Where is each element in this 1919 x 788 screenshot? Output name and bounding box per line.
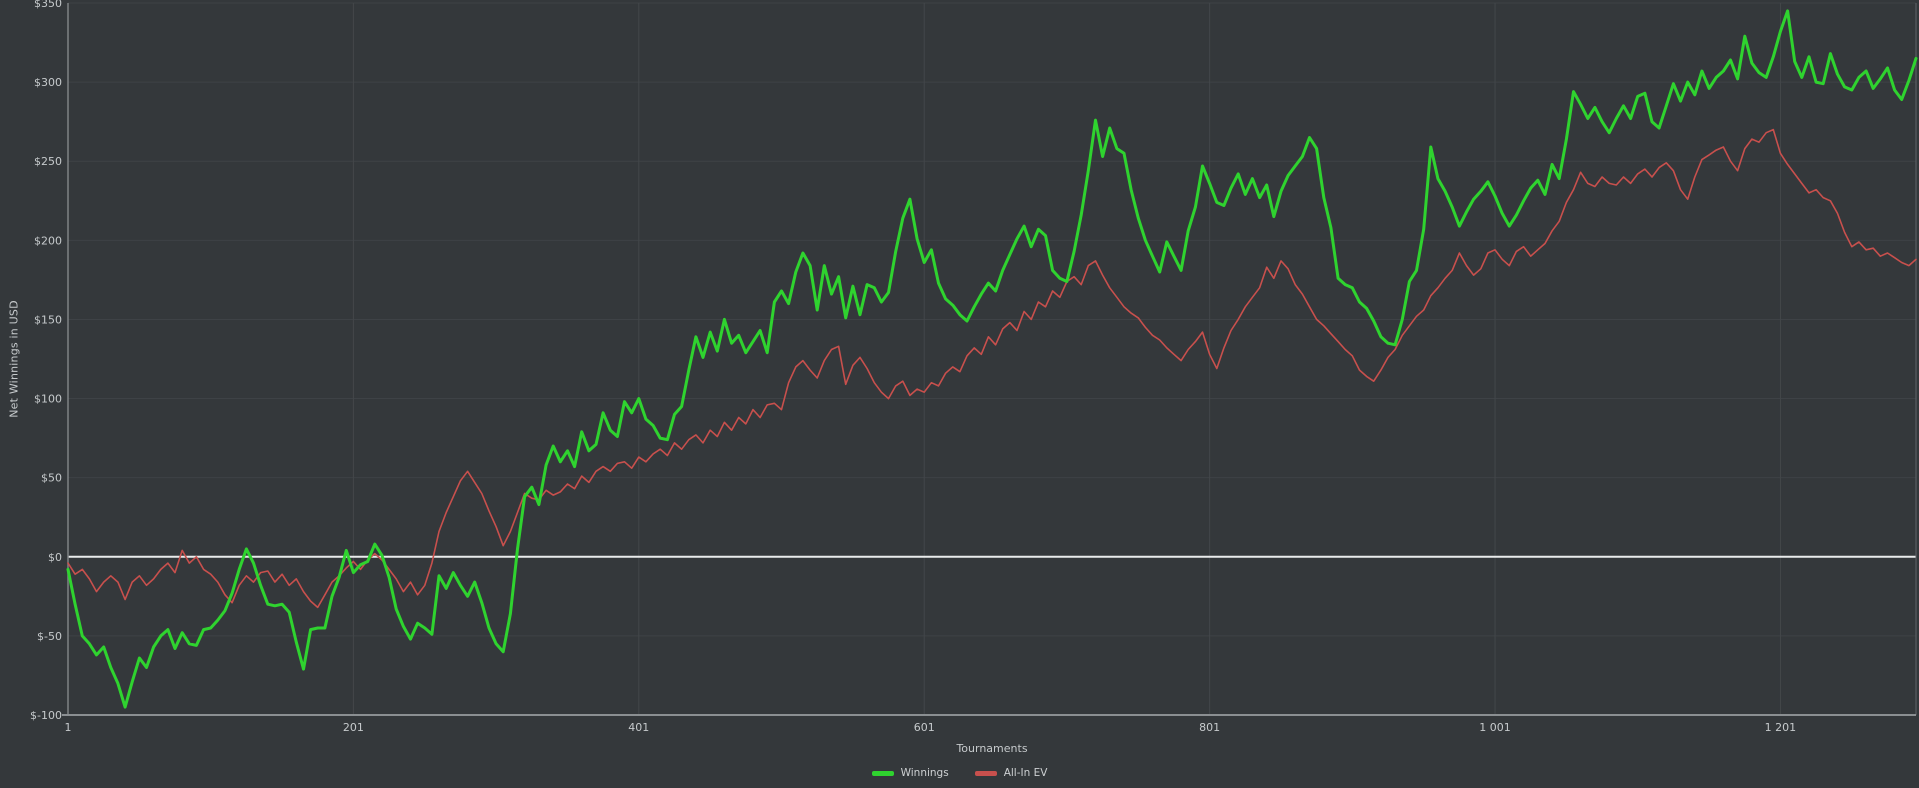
x-tick-label: 401 — [628, 721, 649, 734]
legend-item-allin-ev[interactable]: All-In EV — [974, 767, 1048, 779]
y-tick-label: $300 — [34, 76, 62, 89]
y-tick-label: $150 — [34, 313, 62, 326]
allin-ev-swatch-icon — [974, 770, 997, 776]
x-tick-label: 1 201 — [1765, 721, 1797, 734]
x-tick-label: 1 — [65, 721, 72, 734]
series-layer — [66, 9, 1918, 709]
legend-label-winnings: Winnings — [900, 767, 949, 779]
legend-label-allin-ev: All-In EV — [1003, 767, 1048, 779]
y-tick-label: $0 — [48, 551, 62, 564]
x-tick-label: 601 — [914, 721, 935, 734]
legend-item-winnings[interactable]: Winnings — [871, 767, 949, 779]
x-tick-label: 201 — [343, 721, 364, 734]
y-tick-label: $200 — [34, 234, 62, 247]
y-tick-label: $350 — [34, 0, 62, 10]
legend: Winnings All-In EV — [0, 767, 1919, 779]
y-tick-label: $50 — [41, 472, 62, 485]
grid-layer — [62, 2, 1917, 716]
y-axis-title: Net Winnings in USD — [7, 300, 21, 418]
y-tick-label: $-50 — [37, 630, 62, 643]
allin-ev-line — [67, 128, 1917, 609]
y-tick-label: $-100 — [30, 709, 62, 722]
winnings-line — [66, 9, 1918, 709]
y-tick-label: $250 — [34, 155, 62, 168]
x-tick-label: 801 — [1199, 721, 1220, 734]
x-axis-title: Tournaments — [956, 742, 1028, 755]
winnings-swatch-icon — [871, 770, 894, 776]
y-tick-label: $100 — [34, 393, 62, 406]
x-tick-label: 1 001 — [1479, 721, 1511, 734]
